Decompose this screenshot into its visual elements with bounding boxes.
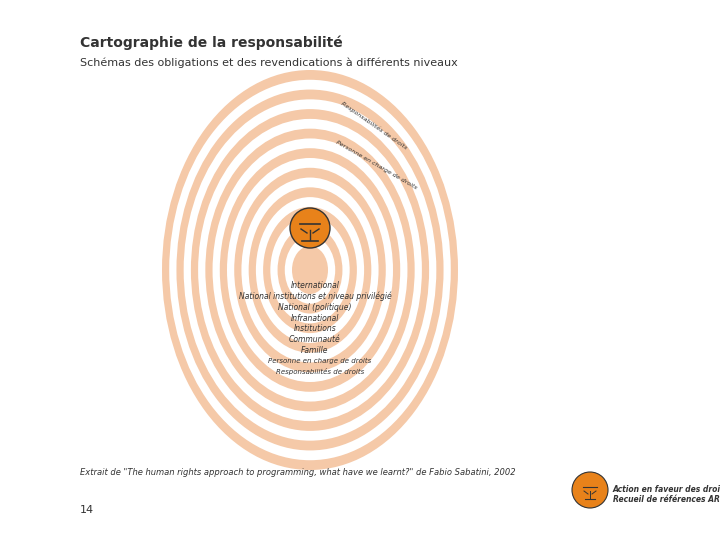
Text: Personne en charge de droits: Personne en charge de droits <box>269 358 372 365</box>
Text: Personne en charge de droits: Personne en charge de droits <box>335 139 418 190</box>
Ellipse shape <box>212 138 408 402</box>
Text: Action en faveur des droits de l'enfant
Recueil de références ARC: Action en faveur des droits de l'enfant … <box>613 485 720 504</box>
Ellipse shape <box>285 236 336 304</box>
Ellipse shape <box>263 207 357 333</box>
Circle shape <box>572 472 608 508</box>
Text: Communauté: Communauté <box>289 335 341 344</box>
Text: National institutions et niveau privilégié: National institutions et niveau privilég… <box>238 292 392 301</box>
Text: Schémas des obligations et des revendications à différents niveaux: Schémas des obligations et des revendica… <box>80 58 458 69</box>
Ellipse shape <box>256 197 364 343</box>
Ellipse shape <box>176 90 444 450</box>
Text: Institutions: Institutions <box>294 325 336 333</box>
Ellipse shape <box>292 246 328 294</box>
Text: National (politique): National (politique) <box>278 303 352 312</box>
Ellipse shape <box>248 187 372 353</box>
Ellipse shape <box>220 148 400 392</box>
Ellipse shape <box>191 109 429 431</box>
Ellipse shape <box>162 70 458 470</box>
Text: 14: 14 <box>80 505 94 515</box>
Ellipse shape <box>169 80 451 460</box>
Ellipse shape <box>227 158 393 382</box>
Text: International: International <box>291 281 339 291</box>
Text: Responsabilités de droits: Responsabilités de droits <box>276 368 364 375</box>
Ellipse shape <box>277 226 343 314</box>
Text: Responsabilités de droits: Responsabilités de droits <box>340 100 408 150</box>
Ellipse shape <box>184 99 436 441</box>
Ellipse shape <box>270 217 350 323</box>
Text: Infranational: Infranational <box>291 314 339 323</box>
Ellipse shape <box>205 129 415 411</box>
Circle shape <box>290 208 330 248</box>
Ellipse shape <box>198 119 422 421</box>
Text: Cartographie de la responsabilité: Cartographie de la responsabilité <box>80 35 343 50</box>
Ellipse shape <box>234 168 386 372</box>
Text: Famille: Famille <box>301 346 329 355</box>
Ellipse shape <box>241 178 379 362</box>
Text: Extrait de "The human rights approach to programming, what have we learnt?" de F: Extrait de "The human rights approach to… <box>80 468 516 477</box>
